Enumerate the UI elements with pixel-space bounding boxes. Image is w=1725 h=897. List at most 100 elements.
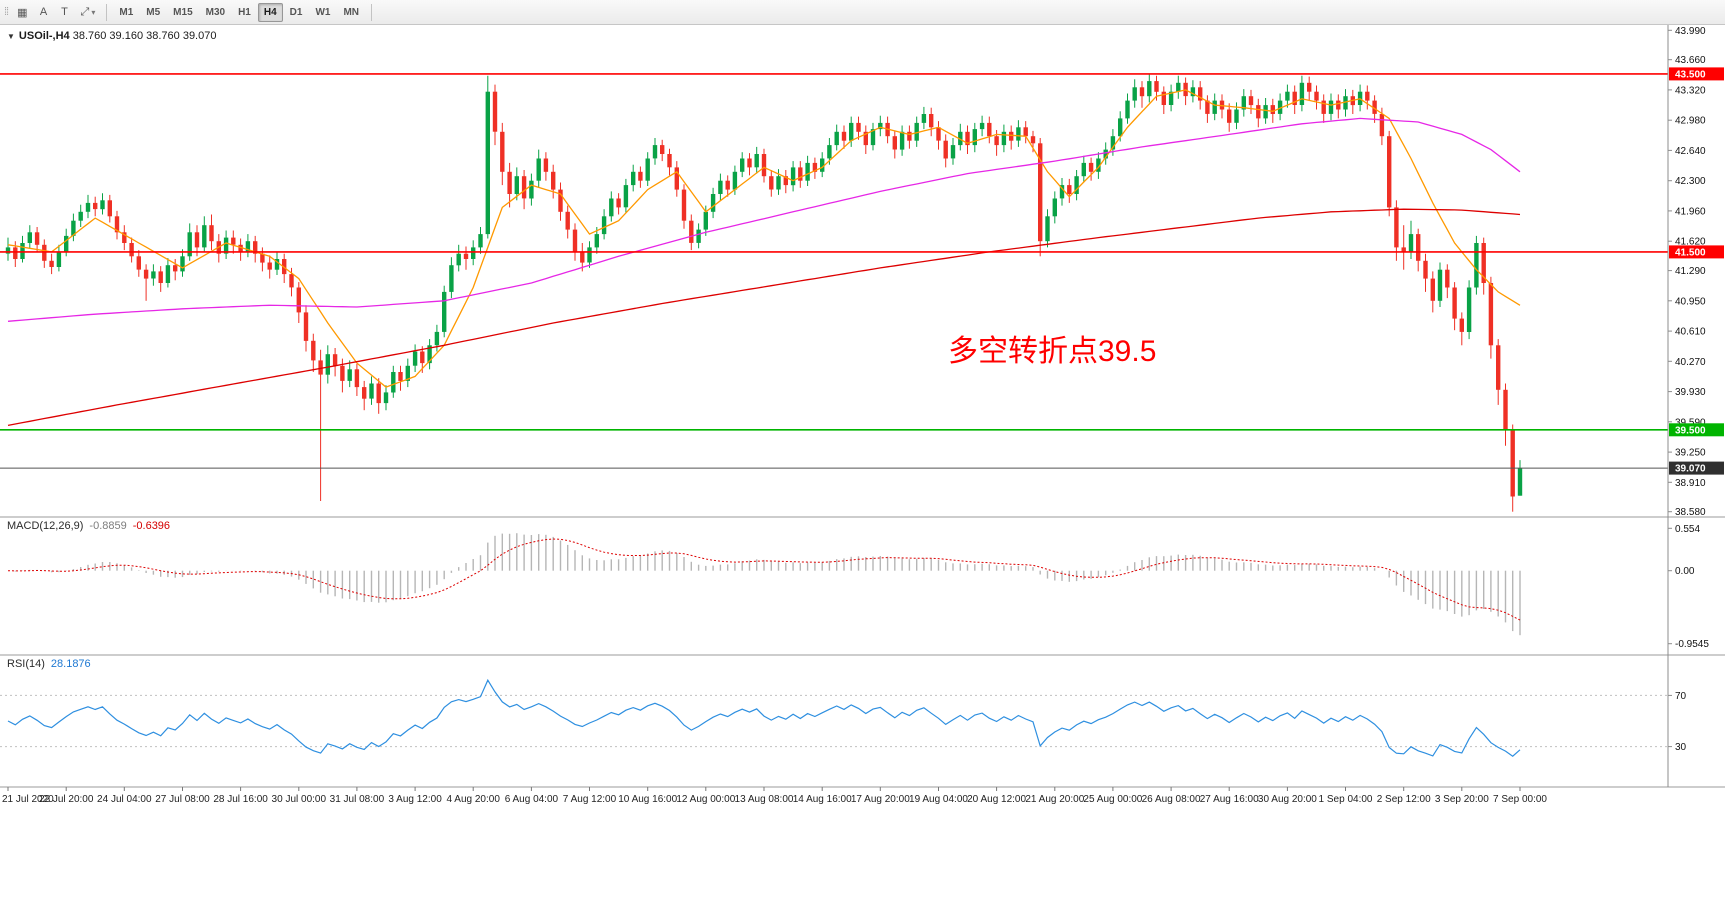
- candle: [1496, 339, 1501, 405]
- svg-text:3 Aug 12:00: 3 Aug 12:00: [388, 794, 442, 805]
- candle: [783, 170, 788, 194]
- candle: [478, 227, 483, 254]
- candle: [514, 167, 519, 201]
- candle: [667, 148, 672, 176]
- candle: [296, 282, 301, 323]
- svg-text:38.580: 38.580: [1675, 507, 1706, 518]
- svg-text:30 Aug 20:00: 30 Aug 20:00: [1258, 794, 1317, 805]
- timeframe-button-m5[interactable]: M5: [146, 6, 161, 18]
- candle: [1212, 93, 1217, 121]
- candle: [1161, 86, 1166, 114]
- chart-window-icon-button[interactable]: ▦: [17, 6, 28, 19]
- timeframe-button-m15[interactable]: M15: [173, 6, 193, 18]
- candle: [1416, 228, 1421, 272]
- candle: [580, 243, 585, 272]
- candle: [914, 116, 919, 147]
- candle: [245, 234, 251, 258]
- candle: [238, 238, 243, 261]
- svg-text:43.990: 43.990: [1675, 26, 1706, 37]
- candle: [718, 173, 723, 201]
- timeframe-button-w1[interactable]: W1: [315, 6, 331, 18]
- candle: [1147, 73, 1152, 103]
- candle: [863, 125, 868, 154]
- timeframe-button-m30[interactable]: M30: [205, 6, 226, 18]
- svg-text:2 Sep 12:00: 2 Sep 12:00: [1377, 794, 1431, 805]
- candle: [965, 125, 970, 154]
- svg-text:12 Aug 00:00: 12 Aug 00:00: [676, 794, 735, 805]
- price-tag-43.500: [1669, 67, 1724, 81]
- candle: [187, 223, 192, 261]
- svg-text:21 Jul 2020: 21 Jul 2020: [2, 794, 54, 805]
- candle: [1343, 89, 1348, 117]
- timeframe-button-h4[interactable]: H4: [257, 2, 283, 22]
- candle: [1038, 138, 1043, 257]
- timeframe-button-mn[interactable]: MN: [343, 6, 360, 18]
- candle: [761, 148, 767, 183]
- svg-text:41.500: 41.500: [1675, 247, 1706, 258]
- candle: [1474, 235, 1479, 295]
- svg-text:14 Aug 16:00: 14 Aug 16:00: [793, 794, 852, 805]
- candle: [20, 235, 25, 263]
- timeframe-button-m1[interactable]: M1: [119, 6, 134, 18]
- candle: [769, 170, 774, 197]
- svg-text:43.320: 43.320: [1675, 85, 1706, 96]
- candle: [543, 152, 549, 181]
- svg-text:1 Sep 04:00: 1 Sep 04:00: [1319, 794, 1373, 805]
- candle: [100, 193, 105, 215]
- price-axis[interactable]: 43.990 43.660 43.320 42.980 42.640 42.300 41.9…: [1667, 25, 1724, 787]
- candle: [958, 123, 963, 151]
- candle: [5, 237, 11, 261]
- price-tag-39.500: [1669, 423, 1724, 437]
- toolbar-separator: [371, 3, 373, 21]
- candle: [929, 107, 934, 137]
- timeframe-button-h1[interactable]: H1: [238, 6, 251, 18]
- candle: [1139, 81, 1145, 108]
- candle: [427, 339, 432, 370]
- candle: [78, 204, 83, 227]
- toolbar-drag-handle[interactable]: ⁞⁞: [4, 6, 9, 18]
- candle: [354, 364, 360, 396]
- cursor-arrow-icon-button[interactable]: A: [39, 6, 48, 18]
- candle: [1227, 103, 1232, 132]
- candle: [71, 213, 76, 242]
- candle: [1307, 76, 1312, 101]
- candle: [609, 191, 614, 222]
- svg-text:24 Jul 04:00: 24 Jul 04:00: [97, 794, 152, 805]
- candle: [725, 175, 730, 197]
- candle: [362, 380, 367, 411]
- svg-text:3 Sep 20:00: 3 Sep 20:00: [1435, 794, 1489, 805]
- candle: [747, 153, 752, 176]
- timeframe-button-d1[interactable]: D1: [289, 6, 303, 18]
- candle: [500, 122, 505, 186]
- chart-canvas[interactable]: 43.990 43.660 43.320 42.980 42.640 42.300 41.9…: [0, 25, 1725, 897]
- svg-text:13 Aug 08:00: 13 Aug 08:00: [735, 794, 794, 805]
- candle: [587, 241, 592, 268]
- candle: [412, 344, 418, 372]
- candle: [1387, 130, 1392, 217]
- candle: [485, 75, 490, 239]
- candle: [1176, 75, 1181, 99]
- text-label-icon-button[interactable]: T: [61, 6, 68, 18]
- crosshair-icon-button[interactable]: ⤢ ▾: [80, 5, 96, 18]
- candle: [129, 237, 134, 263]
- candle: [1081, 155, 1086, 183]
- svg-text:17 Aug 20:00: 17 Aug 20:00: [851, 794, 910, 805]
- svg-text:30: 30: [1675, 742, 1687, 753]
- candle: [899, 125, 905, 156]
- svg-text:19 Aug 04:00: 19 Aug 04:00: [909, 794, 968, 805]
- candle: [311, 333, 316, 372]
- candle: [660, 139, 665, 162]
- candle: [878, 115, 883, 137]
- candle: [463, 246, 469, 270]
- svg-text:7 Aug 12:00: 7 Aug 12:00: [563, 794, 617, 805]
- candle: [1336, 94, 1341, 119]
- ma-mid-line: [7, 117, 1521, 322]
- svg-text:0.00: 0.00: [1675, 566, 1695, 577]
- candle: [1241, 89, 1246, 117]
- candle: [1452, 282, 1457, 331]
- candle: [601, 209, 607, 240]
- candle: [180, 249, 185, 277]
- candle: [49, 253, 54, 275]
- candle: [1459, 312, 1464, 346]
